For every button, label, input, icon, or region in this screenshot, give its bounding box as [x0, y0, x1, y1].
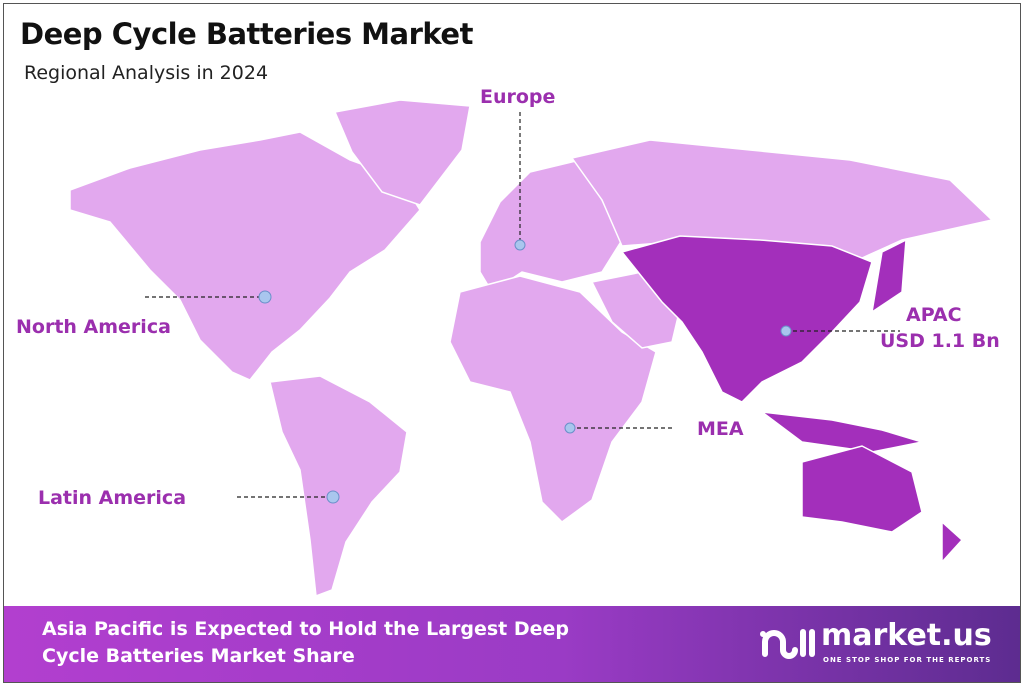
logo-mark-icon — [760, 629, 815, 659]
region-japan — [870, 238, 907, 314]
logo-tagline: ONE STOP SHOP FOR THE REPORTS — [823, 656, 992, 664]
apac-marker — [780, 325, 792, 337]
europe-marker — [514, 239, 526, 251]
label-europe: Europe — [480, 86, 556, 108]
label-north-america: North America — [16, 316, 171, 338]
banner-line-2: Cycle Batteries Market Share — [42, 645, 355, 667]
banner-line-1: Asia Pacific is Expected to Hold the Lar… — [42, 618, 570, 640]
region-north-america — [69, 131, 421, 381]
north-america-marker — [258, 290, 272, 304]
label-latin-america: Latin America — [38, 487, 187, 509]
frame — [3, 3, 1021, 683]
region-latin-america — [269, 375, 408, 598]
region-australia — [801, 445, 923, 533]
region-greenland — [333, 99, 471, 206]
region-africa — [449, 275, 657, 523]
mea-marker — [564, 422, 576, 434]
page-title: Deep Cycle Batteries Market — [20, 17, 473, 51]
label-apac: APAC — [906, 304, 962, 326]
footer-banner: Asia Pacific is Expected to Hold the Lar… — [4, 606, 1020, 682]
latin-america-marker — [326, 490, 340, 504]
region-new-zealand — [941, 520, 964, 564]
region-north-asia — [570, 139, 994, 259]
market-us-logo: market.us ONE STOP SHOP FOR THE REPORTS — [759, 618, 992, 668]
banner-text: Asia Pacific is Expected to Hold the Lar… — [42, 616, 569, 670]
world-map — [69, 99, 994, 598]
region-indonesia — [759, 410, 923, 453]
logo-name: market.us — [821, 618, 992, 653]
label-apac-value: USD 1.1 Bn — [880, 330, 1000, 352]
region-asia-mainland — [620, 235, 873, 403]
label-mea: MEA — [697, 418, 744, 440]
page-subtitle: Regional Analysis in 2024 — [24, 62, 269, 84]
